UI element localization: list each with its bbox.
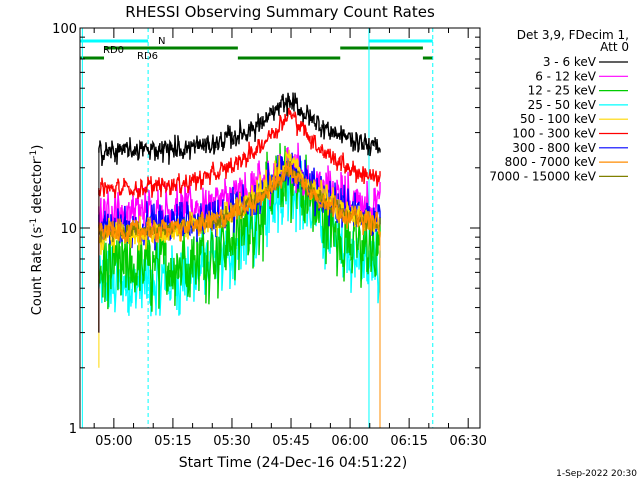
legend-label: 12 - 25 keV [528, 84, 597, 98]
x-axis-label: Start Time (24-Dec-16 04:51:22) [179, 455, 407, 471]
legend-label: 100 - 300 keV [512, 127, 596, 141]
legend-label: 800 - 7000 keV [505, 155, 597, 169]
legend-label: 300 - 800 keV [512, 141, 596, 155]
status-bar-label: N [158, 36, 165, 47]
x-tick-label: 05:45 [272, 434, 309, 449]
legend-header-line2: Att 0 [600, 40, 629, 54]
series-line-3-6- [98, 92, 381, 166]
x-tick-label: 05:30 [213, 434, 250, 449]
status-bar-label: RD0 [103, 45, 124, 56]
x-tick-label: 06:30 [449, 434, 486, 449]
legend-label: 50 - 100 keV [520, 112, 597, 126]
legend-label: 3 - 6 keV [543, 55, 597, 69]
x-tick-label: 06:15 [390, 434, 427, 449]
x-tick-label: 05:15 [154, 434, 191, 449]
series-line-6-12- [98, 142, 381, 238]
x-tick-label: 05:00 [95, 434, 132, 449]
y-axis-label: Count Rate (s-1 detector-1) [29, 145, 45, 316]
footer-date: 1-Sep-2022 20:30 [556, 469, 637, 479]
series-line-100-300- [98, 107, 381, 200]
series-line-800-7000- [98, 160, 381, 244]
legend-label: 25 - 50 keV [528, 98, 597, 112]
y-tick-label: 1 [69, 422, 77, 437]
legend-header-line1: Det 3,9, FDecim 1, [517, 28, 629, 42]
legend-label: 6 - 12 keV [535, 69, 597, 83]
legend-label: 7000 - 15000 keV [489, 169, 596, 183]
y-tick-label: 100 [52, 22, 77, 37]
x-tick-label: 06:00 [331, 434, 368, 449]
chart-title: RHESSI Observing Summary Count Rates [125, 3, 435, 21]
y-tick-label: 10 [60, 222, 77, 237]
status-bar-label: RD6 [137, 51, 158, 62]
